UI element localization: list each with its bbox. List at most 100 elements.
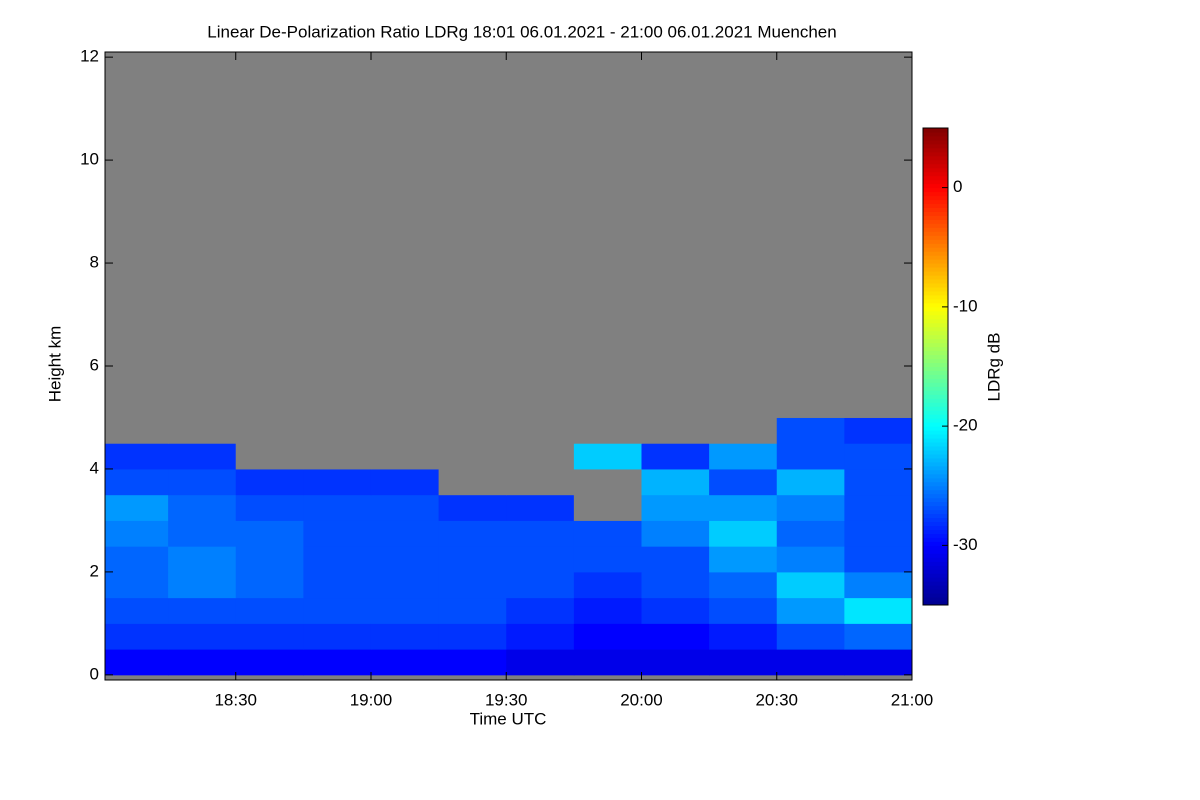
heatmap-cell [641,391,710,418]
heatmap-cell [506,520,575,547]
colorbar-segment [923,314,948,320]
colorbar-segment [923,290,948,296]
heatmap-cell [168,366,237,393]
heatmap-cell [641,494,710,521]
colorbar-segment [923,135,948,141]
colorbar-segment [923,139,948,145]
colorbar-segment [923,131,948,137]
heatmap-cell [303,546,372,573]
colorbar-segment [923,366,948,371]
colorbar-segment [923,541,948,546]
colorbar-segment [923,128,948,133]
colorbar-segment [923,163,948,169]
heatmap-cell [709,649,778,676]
heatmap-cell [573,520,642,547]
colorbar-segment [923,565,948,570]
colorbar-segment [923,585,948,590]
heatmap-cell [303,443,372,470]
heatmap-cell [438,494,507,521]
colorbar-segment [923,374,948,379]
heatmap-cell [105,417,169,444]
colorbar-segment [923,497,948,503]
colorbar-segment [923,442,948,447]
x-tick-label: 20:30 [755,690,798,709]
y-tick-label: 2 [90,561,99,580]
heatmap-cell [235,520,304,547]
colorbar-segment [923,354,948,360]
heatmap-cell [303,494,372,521]
colorbar-segment [923,382,948,387]
heatmap-cell [168,468,237,496]
heatmap-cell [776,546,845,573]
heatmap-cell [370,391,440,418]
heatmap-cell [776,649,845,676]
colorbar-segment [923,155,948,161]
heatmap-cell [235,443,304,470]
y-tick-label: 8 [90,253,99,272]
heatmap-cell [235,623,304,650]
heatmap-cell [438,546,507,573]
colorbar-segment [923,394,948,399]
heatmap-cell [776,494,845,521]
heatmap-cell [235,391,304,418]
colorbar-segment [923,239,948,244]
colorbar-segment [923,457,948,463]
heatmap-cell [573,391,642,418]
heatmap-cell [776,443,845,470]
heatmap-cell [776,571,845,599]
colorbar-segment [923,147,948,153]
colorbar-segment [923,477,948,483]
heatmap-cell [168,546,237,573]
heatmap-cell [168,520,237,547]
heatmap-cell [168,443,237,470]
colorbar-segment [923,215,948,220]
heatmap-cell [105,546,169,573]
heatmap-cell [105,520,169,547]
colorbar-segment [923,195,948,201]
colorbar-segment [923,362,948,367]
colorbar-segment [923,422,948,427]
colorbar-segment [923,601,948,606]
colorbar-segment [923,358,948,364]
colorbar-segment [923,577,948,582]
colorbar-segment [923,453,948,459]
colorbar-segment [923,489,948,495]
heatmap-cell [709,494,778,521]
colorbar-segment [923,378,948,383]
colorbar-segment [923,414,948,419]
chart-title: Linear De-Polarization Ratio LDRg 18:01 … [207,22,836,41]
heatmap-cell [438,468,507,496]
colorbar-segment [923,310,948,316]
colorbar-segment [923,247,948,252]
colorbar-segment [923,231,948,236]
colorbar-segment [923,223,948,228]
heatmap-cell [573,597,642,624]
colorbar-tick-label: -20 [953,416,978,435]
heatmap-cell [641,366,710,393]
colorbar-segment [923,151,948,157]
heatmap-cell [641,417,710,444]
colorbar-segment [923,593,948,598]
heatmap-cell [438,649,507,676]
heatmap-cell [370,443,440,470]
colorbar-segment [923,251,948,256]
heatmap-cell [573,649,642,676]
y-tick-label: 4 [90,458,99,477]
heatmap-cell [844,366,913,393]
colorbar-segment [923,402,948,407]
heatmap-cell [641,443,710,470]
heatmap-cell [506,571,575,599]
colorbar-tick-label: 0 [953,177,962,196]
colorbar-segment [923,521,948,526]
heatmap-cell [641,571,710,599]
colorbar-segment [923,334,948,340]
y-tick-label: 12 [80,47,99,66]
heatmap-cell [303,417,372,444]
heatmap-cell [844,494,913,521]
colorbar-segment [923,175,948,181]
heatmap-cell [438,391,507,418]
y-tick-label: 6 [90,355,99,374]
heatmap-cell [105,468,169,496]
colorbar-segment [923,481,948,487]
heatmap-cell [641,597,710,624]
